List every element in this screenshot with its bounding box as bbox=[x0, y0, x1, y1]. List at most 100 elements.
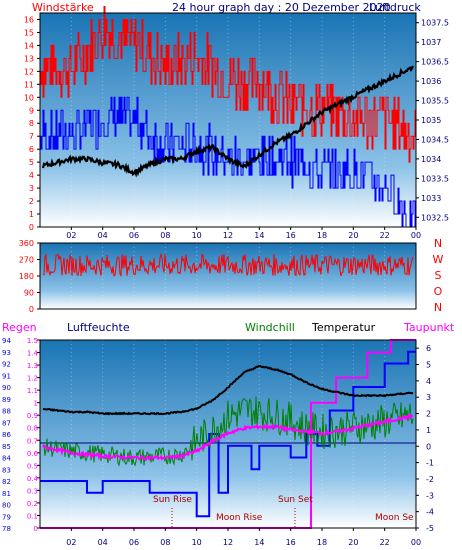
regen-tick-label: 1.2 bbox=[27, 375, 38, 383]
humidity-tick-label: 88 bbox=[2, 408, 11, 416]
temp-tick-label: 0 bbox=[426, 442, 431, 451]
regen-tick-label: 0.2 bbox=[27, 500, 38, 508]
humidity-tick-label: 81 bbox=[2, 490, 11, 498]
wind-tick-label: 15 bbox=[24, 28, 34, 37]
temp-tick-label: -2 bbox=[426, 475, 434, 484]
wind-tick-label: 13 bbox=[24, 54, 34, 63]
temp-tick-label: 4 bbox=[426, 377, 431, 386]
hour-tick-label: 22 bbox=[380, 538, 390, 547]
wind-gust-series bbox=[40, 6, 417, 163]
pressure-tick-label: 1032.5 bbox=[421, 213, 449, 222]
humidity-tick-label: 80 bbox=[2, 502, 11, 510]
regen-tick-label: 0 bbox=[34, 525, 38, 533]
pressure-tick-label: 1036.5 bbox=[421, 58, 449, 67]
hour-tick-label: 12 bbox=[223, 538, 233, 547]
legend-luftfeuchte: Luftfeuchte bbox=[67, 321, 130, 334]
humidity-tick-label: 87 bbox=[2, 419, 11, 427]
hour-tick-label: 02 bbox=[66, 231, 76, 240]
regen-tick-label: 1.1 bbox=[27, 387, 38, 395]
direction-tick-label: 90 bbox=[24, 289, 34, 298]
pressure-tick-label: 1036 bbox=[421, 77, 441, 86]
hour-tick-label: 06 bbox=[129, 231, 139, 240]
humidity-tick-label: 82 bbox=[2, 478, 11, 486]
compass-label: O bbox=[434, 285, 443, 298]
temperatur-series bbox=[42, 364, 414, 416]
regen-tick-label: 0.8 bbox=[27, 425, 38, 433]
direction-tick-label: 0 bbox=[29, 305, 34, 314]
taupunkt-series bbox=[42, 413, 414, 461]
temp-tick-label: -5 bbox=[426, 524, 434, 533]
regen-tick-label: 0.9 bbox=[27, 412, 38, 420]
hour-tick-label: 14 bbox=[254, 538, 264, 547]
humidity-tick-label: 92 bbox=[2, 361, 11, 369]
temp-tick-label: -3 bbox=[426, 491, 434, 500]
legend-regen: Regen bbox=[2, 321, 37, 334]
wind-direction-plot-area bbox=[40, 243, 416, 309]
compass-label: N bbox=[434, 301, 442, 314]
wind-tick-label: 16 bbox=[24, 15, 34, 24]
humidity-tick-label: 94 bbox=[2, 337, 11, 345]
wind-tick-label: 9 bbox=[29, 106, 34, 115]
pressure-tick-label: 1037 bbox=[421, 38, 441, 47]
regen-tick-label: 0.6 bbox=[27, 450, 39, 458]
temp-tick-label: 2 bbox=[426, 410, 431, 419]
hour-tick-label: 06 bbox=[129, 538, 139, 547]
temp-tick-label: 6 bbox=[426, 344, 431, 353]
wind-tick-label: 6 bbox=[29, 145, 34, 154]
wind-tick-label: 12 bbox=[24, 67, 34, 76]
legend-temperatur: Temperatur bbox=[311, 321, 376, 334]
pressure-tick-label: 1034.5 bbox=[421, 135, 449, 144]
regen-tick-label: 0.3 bbox=[27, 487, 38, 495]
pressure-tick-label: 1033.5 bbox=[421, 174, 449, 183]
pressure-tick-label: 1035.5 bbox=[421, 97, 449, 106]
humidity-tick-label: 91 bbox=[2, 372, 11, 380]
regen-series bbox=[40, 339, 416, 529]
hour-tick-label: 10 bbox=[192, 538, 202, 547]
wind-tick-label: 5 bbox=[29, 158, 34, 167]
humidity-tick-label: 83 bbox=[2, 466, 11, 474]
hour-tick-label: 12 bbox=[223, 231, 233, 240]
legend-windchill: Windchill bbox=[245, 321, 295, 334]
temp-tick-label: 3 bbox=[426, 393, 431, 402]
wind-tick-label: 0 bbox=[29, 223, 34, 232]
hour-tick-label: 00 bbox=[411, 538, 421, 547]
regen-tick-label: 1 bbox=[34, 400, 38, 408]
sun-set-label: Sun Set bbox=[278, 495, 313, 505]
pressure-title: Luftdruck bbox=[369, 1, 421, 14]
wind-strength-title: Windstärke bbox=[32, 1, 94, 14]
hour-tick-label: 08 bbox=[160, 231, 170, 240]
regen-tick-label: 0.5 bbox=[27, 462, 38, 470]
hour-tick-label: 20 bbox=[348, 231, 358, 240]
humidity-tick-label: 93 bbox=[2, 349, 11, 357]
hour-tick-label: 22 bbox=[380, 231, 390, 240]
hour-tick-label: 20 bbox=[348, 538, 358, 547]
wind-tick-label: 10 bbox=[24, 93, 34, 102]
humidity-tick-label: 89 bbox=[2, 396, 11, 404]
wind-tick-label: 8 bbox=[29, 119, 34, 128]
humidity-tick-label: 79 bbox=[2, 513, 11, 521]
wind-speed-series bbox=[40, 96, 417, 228]
temperature-humidity-panel: Sun Rise Moon Rise Sun Set Moon Se 0 0.1 0… bbox=[2, 337, 434, 547]
hour-tick-label: 04 bbox=[98, 231, 108, 240]
wind-tick-label: 2 bbox=[29, 197, 34, 206]
compass-label: S bbox=[435, 269, 442, 282]
pressure-tick-label: 1033 bbox=[421, 194, 441, 203]
wind-tick-label: 1 bbox=[29, 210, 34, 219]
hour-tick-label: 08 bbox=[160, 538, 170, 547]
luftfeuchte-series bbox=[40, 350, 416, 518]
regen-tick-label: 1.4 bbox=[27, 350, 39, 358]
wind-tick-label: 11 bbox=[24, 80, 34, 89]
temp-tick-label: -1 bbox=[426, 459, 434, 468]
humidity-tick-label: 86 bbox=[2, 431, 11, 439]
pressure-tick-label: 1035 bbox=[421, 116, 441, 125]
regen-tick-label: 1.5 bbox=[27, 337, 38, 345]
pressure-series bbox=[41, 65, 415, 178]
temp-tick-label: 5 bbox=[426, 361, 431, 370]
direction-tick-label: 360 bbox=[19, 239, 34, 248]
moon-rise-label: Moon Rise bbox=[216, 513, 263, 523]
wind-tick-label: 14 bbox=[24, 41, 34, 50]
